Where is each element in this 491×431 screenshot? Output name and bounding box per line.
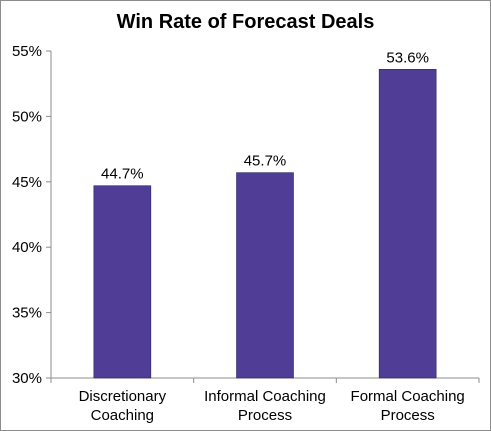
x-category-label: Process bbox=[381, 407, 435, 424]
data-label: 44.7% bbox=[101, 166, 144, 183]
x-category-label: Informal Coaching bbox=[204, 388, 326, 405]
x-category-label: Process bbox=[238, 407, 292, 424]
x-category-label: Formal Coaching bbox=[351, 388, 465, 405]
x-category-label: Discretionary bbox=[79, 388, 167, 405]
bar bbox=[236, 172, 294, 379]
y-tick-label: 50% bbox=[12, 108, 42, 125]
chart-title: Win Rate of Forecast Deals bbox=[116, 11, 375, 33]
bar bbox=[378, 69, 437, 379]
data-label: 45.7% bbox=[244, 153, 287, 170]
y-tick-label: 45% bbox=[12, 174, 42, 191]
y-tick-label: 40% bbox=[12, 239, 42, 256]
data-label: 53.6% bbox=[386, 49, 429, 66]
y-tick-label: 35% bbox=[12, 305, 42, 322]
y-tick-label: 55% bbox=[12, 43, 42, 60]
bar bbox=[93, 185, 152, 379]
x-category-label: Coaching bbox=[91, 407, 154, 424]
y-tick-label: 30% bbox=[12, 370, 42, 387]
